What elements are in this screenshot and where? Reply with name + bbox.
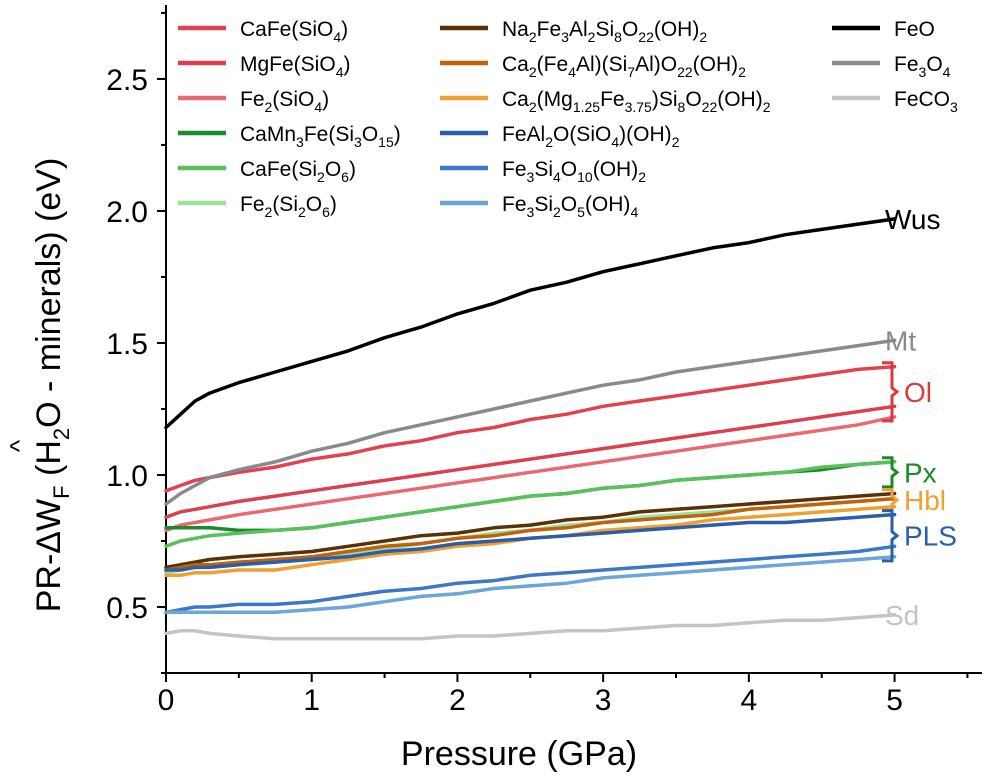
line-annotation: Wus — [885, 204, 941, 235]
legend-label: FeAl2​O(SiO4​)(OH)2​ — [502, 123, 680, 150]
group-label: Px — [904, 457, 937, 488]
plot-axes: 0 1 2 3 4 5 0.5 1.0 1.5 2.0 2.5 — [106, 5, 982, 717]
legend-label: Fe2​(SiO4​) — [240, 88, 329, 115]
x-tick-label: 0 — [158, 684, 175, 717]
legend-label: Ca2​(Mg1.25​Fe3.75​)Si8​O22​(OH)2​ — [502, 88, 771, 115]
legend-label: Fe3​O4​ — [894, 53, 951, 80]
legend-label: FeO — [894, 18, 935, 41]
x-tick-label: 2 — [449, 684, 466, 717]
y-tick-label: 2.0 — [106, 196, 148, 229]
series-line — [164, 491, 897, 570]
y-tick-label: 2.5 — [106, 64, 148, 97]
y-tick-label: 0.5 — [106, 592, 148, 625]
group-bracket — [882, 456, 900, 489]
series-line — [164, 544, 897, 615]
series-line — [164, 512, 897, 572]
legend: CaFe(SiO4​) MgFe(SiO4​) Fe2​(SiO4​) CaMn3​F… — [178, 18, 958, 220]
series-line — [164, 613, 897, 641]
group-bracket — [882, 509, 900, 563]
legend-label: FeCO3​ — [894, 88, 958, 115]
series-lines — [164, 217, 897, 641]
series-line — [164, 496, 897, 572]
group-label: Hbl — [904, 485, 946, 516]
legend-label: MgFe(SiO4​) — [240, 53, 350, 80]
y-tick-label: 1.5 — [106, 328, 148, 361]
series-line — [164, 217, 897, 430]
legend-label: CaFe(Si2​O6​) — [240, 158, 356, 185]
legend-label: Na2​Fe3​Al2​Si8​O22​(OH)2​ — [502, 18, 707, 45]
series-line — [164, 555, 897, 615]
x-axis-label: Pressure (GPa) — [401, 735, 637, 773]
x-tick-label: 4 — [741, 684, 758, 717]
legend-label: Fe3​Si4​O10​(OH)2​ — [502, 158, 646, 185]
y-label-hat: ^ — [4, 439, 34, 452]
y-axis-label: PR-ΔWF (H2O - minerals) (eV) — [30, 158, 74, 613]
series-line — [164, 404, 897, 519]
series-line — [164, 338, 897, 506]
legend-label: Fe2​(Si2​O6​) — [240, 193, 337, 220]
group-bracket — [882, 361, 900, 423]
legend-label: CaMn3​Fe(Si3​O15​) — [240, 123, 401, 150]
series-line — [164, 504, 897, 578]
series-line — [164, 460, 897, 549]
series-line — [164, 415, 897, 533]
line-annotation: Mt — [885, 325, 916, 356]
y-tick-label: 1.0 — [106, 460, 148, 493]
legend-label: Fe3​Si2​O5​(OH)4​ — [502, 193, 638, 220]
axis-labels: Pressure (GPa) PR-ΔWF (H2O - minerals) (… — [4, 158, 637, 773]
legend-label: Ca2​(Fe4​Al)(Si7​Al)O22​(OH)2​ — [502, 53, 746, 80]
legend-label: CaFe(SiO4​) — [240, 18, 348, 45]
x-tick-label: 1 — [303, 684, 320, 717]
x-tick-label: 5 — [886, 684, 903, 717]
group-label: PLS — [904, 521, 957, 552]
x-tick-label: 3 — [595, 684, 612, 717]
line-annotations: Wus Mt Sd — [885, 204, 941, 631]
group-label: Ol — [904, 377, 932, 408]
line-annotation: Sd — [885, 600, 919, 631]
